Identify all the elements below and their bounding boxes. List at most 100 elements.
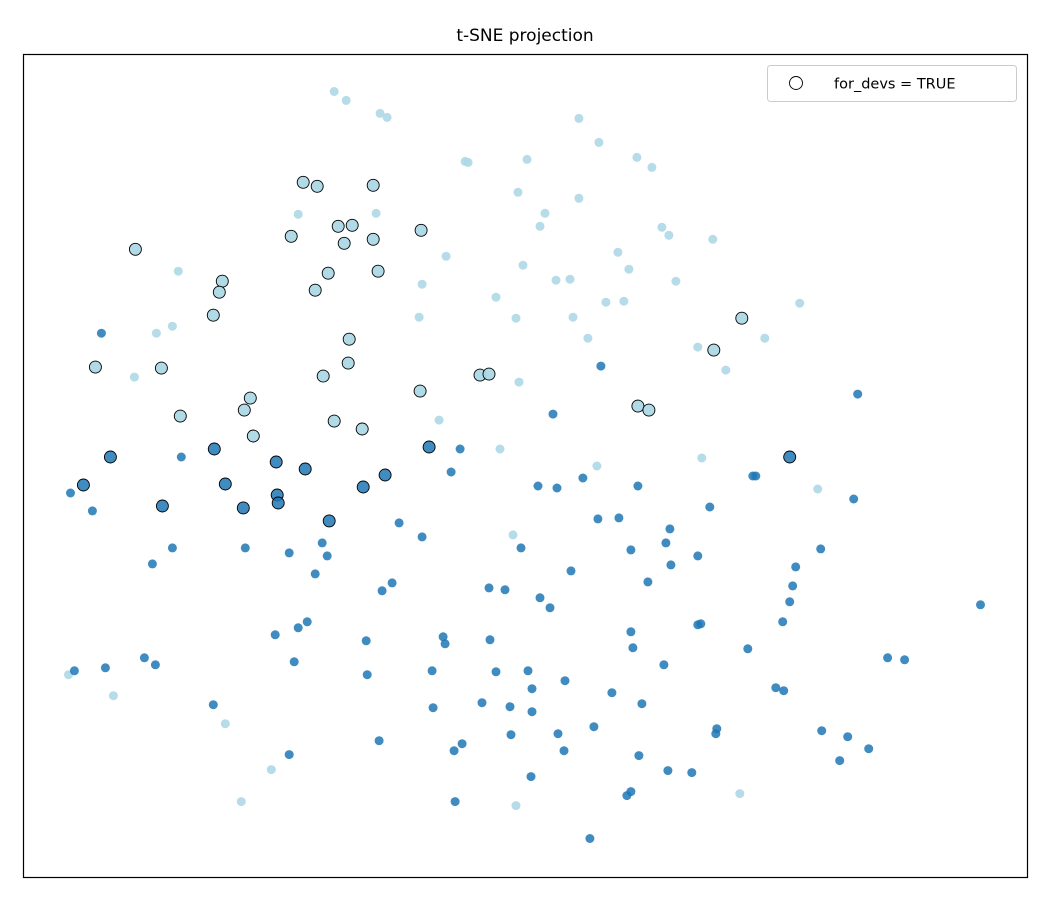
highlighted-point [642, 403, 656, 417]
data-point [518, 260, 528, 270]
data-point [574, 113, 584, 123]
plot-frame [22, 53, 1029, 879]
data-point [687, 768, 697, 778]
data-point [69, 666, 79, 676]
data-point [622, 791, 632, 801]
data-point [657, 222, 667, 232]
data-point [568, 312, 578, 322]
data-point [208, 700, 218, 710]
data-point [632, 152, 642, 162]
data-point [375, 108, 385, 118]
data-point [711, 729, 721, 739]
highlighted-point [173, 409, 187, 423]
data-point [284, 548, 294, 558]
highlighted-point [341, 356, 355, 370]
data-point [566, 566, 576, 576]
data-point [317, 538, 327, 548]
data-point [626, 545, 636, 555]
data-point [438, 632, 448, 642]
data-point [449, 746, 459, 756]
data-point [240, 543, 250, 553]
data-point [813, 484, 823, 494]
highlighted-point [337, 236, 351, 250]
data-point [371, 208, 381, 218]
data-point [697, 453, 707, 463]
data-point [457, 739, 467, 749]
data-point [735, 789, 745, 799]
data-point [788, 581, 798, 591]
data-point [592, 461, 602, 471]
highlighted-point [154, 361, 168, 375]
data-point [619, 296, 629, 306]
data-point [505, 702, 515, 712]
legend-box [767, 65, 1017, 102]
data-point [176, 452, 186, 462]
data-point [785, 597, 795, 607]
data-point [601, 297, 611, 307]
data-point [976, 600, 985, 610]
data-point [721, 365, 731, 375]
data-point [506, 730, 516, 740]
data-point [637, 699, 647, 709]
data-point [795, 298, 805, 308]
chart-title: t-SNE projection [456, 26, 593, 46]
data-point [633, 481, 643, 491]
highlighted-point [88, 360, 102, 374]
points-layer [64, 87, 985, 843]
highlighted-point [212, 285, 226, 299]
data-point [596, 361, 606, 371]
data-point [96, 328, 106, 338]
data-point [900, 655, 910, 665]
data-point [302, 617, 312, 627]
highlighted-point [342, 332, 356, 346]
data-point [553, 729, 563, 739]
data-point [495, 444, 505, 454]
highlighted-point [243, 391, 257, 405]
data-point [614, 513, 624, 523]
data-point [511, 313, 521, 323]
highlighted-point [356, 480, 370, 494]
data-point [485, 635, 495, 645]
data-point [853, 389, 863, 399]
data-point [760, 333, 770, 343]
data-point [527, 707, 537, 717]
data-point [696, 619, 706, 629]
highlighted-point [378, 468, 392, 482]
data-point [626, 627, 636, 637]
highlighted-point [482, 367, 496, 381]
highlighted-point [707, 343, 721, 357]
data-point [535, 221, 545, 231]
highlighted-point [631, 399, 645, 413]
data-point [440, 639, 450, 649]
highlighted-point [206, 308, 220, 322]
data-point [362, 670, 372, 680]
data-point [624, 264, 634, 274]
data-point [173, 266, 183, 276]
data-point [666, 560, 676, 570]
data-point [293, 623, 303, 633]
highlighted-point [296, 175, 310, 189]
data-point [864, 744, 874, 754]
data-point [613, 247, 623, 257]
data-point [500, 585, 510, 595]
data-point [508, 530, 518, 540]
highlighted-point [355, 422, 369, 436]
highlighted-point [237, 403, 251, 417]
data-point [417, 532, 427, 542]
data-point [533, 481, 543, 491]
data-point [417, 279, 427, 289]
data-point [322, 551, 332, 561]
data-point [628, 643, 638, 653]
data-point [559, 746, 569, 756]
data-point [513, 187, 523, 197]
data-point [791, 562, 801, 572]
data-point [167, 321, 177, 331]
data-point [450, 797, 460, 807]
data-point [516, 543, 526, 553]
data-point [100, 663, 110, 673]
highlighted-point [207, 442, 221, 456]
data-point [585, 834, 595, 843]
data-point [428, 703, 438, 713]
data-point [661, 538, 671, 548]
data-point [434, 415, 444, 425]
